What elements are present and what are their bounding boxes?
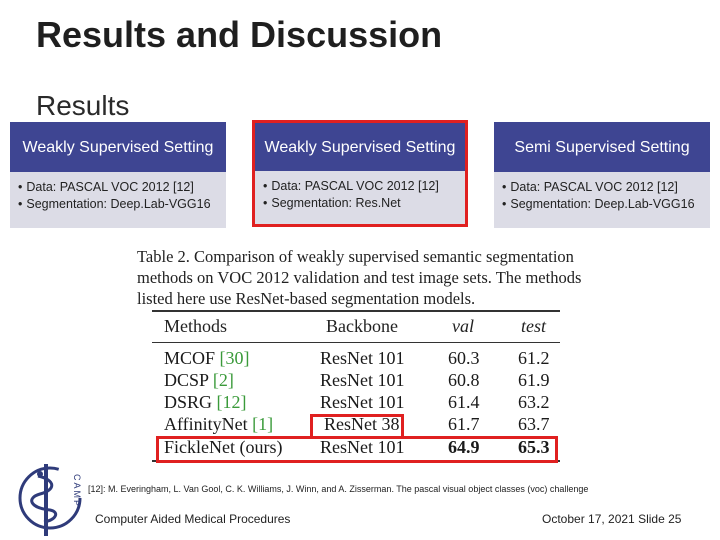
table-row: DSRG [12] ResNet 101 61.4 63.2 bbox=[152, 392, 560, 414]
test-cell: 63.7 bbox=[518, 414, 550, 434]
table-header-rule bbox=[152, 342, 560, 343]
logo-text: CAMP bbox=[72, 474, 82, 509]
slide-title: Results and Discussion bbox=[36, 14, 443, 55]
backbone-cell: ResNet 101 bbox=[320, 437, 405, 457]
highlight-box-ours bbox=[156, 436, 558, 463]
setting-bullet: Data: PASCAL VOC 2012 [12] bbox=[500, 179, 704, 196]
setting-box-body: Data: PASCAL VOC 2012 [12] Segmentation:… bbox=[255, 171, 465, 224]
test-cell: 61.2 bbox=[518, 348, 550, 368]
setting-bullet: Segmentation: Deep.Lab-VGG16 bbox=[500, 196, 704, 213]
val-cell: 60.3 bbox=[448, 348, 480, 368]
test-cell: 61.9 bbox=[518, 370, 550, 390]
method-name: DSRG bbox=[164, 392, 213, 412]
val-cell: 61.4 bbox=[448, 392, 480, 412]
setting-box-heading: Weakly Supervised Setting bbox=[10, 122, 226, 172]
header-test: test bbox=[521, 316, 546, 336]
val-cell: 64.9 bbox=[448, 437, 480, 457]
header-methods: Methods bbox=[164, 316, 227, 336]
table-caption-label: Table 2. bbox=[137, 247, 190, 266]
table-row: MCOF [30] ResNet 101 60.3 61.2 bbox=[152, 348, 560, 370]
method-ref: [2] bbox=[212, 370, 234, 390]
caduceus-icon bbox=[18, 464, 82, 536]
setting-bullet: Data: PASCAL VOC 2012 [12] bbox=[16, 179, 220, 196]
table-row: AffinityNet [1] ResNet 38 61.7 63.7 bbox=[152, 414, 560, 436]
setting-box-heading: Semi Supervised Setting bbox=[494, 122, 710, 172]
results-table: Methods Backbone val test MCOF [30] ResN… bbox=[152, 310, 560, 466]
table-caption-text: Comparison of weakly supervised semantic… bbox=[137, 247, 582, 308]
setting-bullet: Data: PASCAL VOC 2012 [12] bbox=[261, 178, 459, 195]
setting-box-1: Weakly Supervised Setting Data: PASCAL V… bbox=[10, 122, 226, 228]
footer-left: Computer Aided Medical Procedures bbox=[95, 512, 291, 526]
setting-box-body: Data: PASCAL VOC 2012 [12] Segmentation:… bbox=[10, 172, 226, 228]
table-row: DCSP [2] ResNet 101 60.8 61.9 bbox=[152, 370, 560, 392]
method-ref: [12] bbox=[216, 392, 247, 412]
footer-right: October 17, 2021 Slide 25 bbox=[542, 512, 682, 526]
method-name: MCOF bbox=[164, 348, 216, 368]
backbone-cell: ResNet 101 bbox=[320, 392, 405, 412]
table-row: FickleNet (ours) ResNet 101 64.9 65.3 bbox=[152, 437, 560, 459]
setting-box-2: Weakly Supervised Setting Data: PASCAL V… bbox=[252, 120, 468, 227]
method-ref: [1] bbox=[252, 414, 274, 434]
table-top-rule bbox=[152, 310, 560, 312]
val-cell: 60.8 bbox=[448, 370, 480, 390]
table-caption: Table 2. Comparison of weakly supervised… bbox=[137, 246, 587, 309]
method-name: DCSP bbox=[164, 370, 209, 390]
header-backbone: Backbone bbox=[326, 316, 398, 336]
setting-box-heading: Weakly Supervised Setting bbox=[255, 123, 465, 171]
backbone-cell: ResNet 101 bbox=[320, 370, 405, 390]
slide-subtitle: Results bbox=[36, 90, 130, 121]
camp-logo: CAMP bbox=[16, 456, 88, 540]
test-cell: 65.3 bbox=[518, 437, 550, 457]
backbone-cell: ResNet 101 bbox=[320, 348, 405, 368]
setting-bullet: Segmentation: Deep.Lab-VGG16 bbox=[16, 196, 220, 213]
method-ref: [30] bbox=[219, 348, 250, 368]
val-cell: 61.7 bbox=[448, 414, 480, 434]
setting-bullet: Segmentation: Res.Net bbox=[261, 195, 459, 212]
method-name: FickleNet (ours) bbox=[164, 437, 283, 457]
backbone-cell: ResNet 38 bbox=[324, 414, 400, 434]
method-name: AffinityNet bbox=[164, 414, 248, 434]
test-cell: 63.2 bbox=[518, 392, 550, 412]
footnote: [12]: M. Everingham, L. Van Gool, C. K. … bbox=[88, 484, 589, 494]
setting-box-3: Semi Supervised Setting Data: PASCAL VOC… bbox=[494, 122, 710, 228]
setting-box-body: Data: PASCAL VOC 2012 [12] Segmentation:… bbox=[494, 172, 710, 228]
header-val: val bbox=[452, 316, 474, 336]
